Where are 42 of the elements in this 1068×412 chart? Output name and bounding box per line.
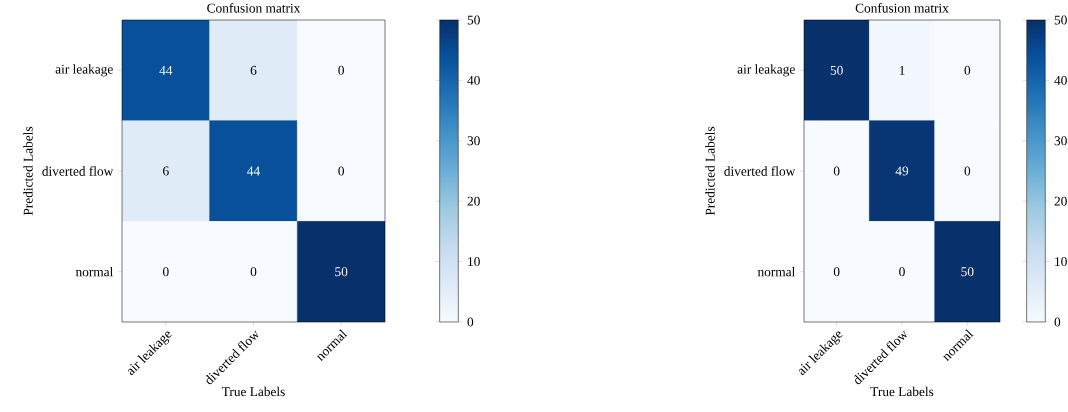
data-label: 0 (338, 65, 344, 75)
data-label: 1 (899, 65, 905, 75)
data-label: 0 (833, 267, 840, 277)
data-label: 6 (163, 166, 169, 176)
data-label: 44 (247, 166, 260, 176)
color-bar-label: 10 (468, 257, 480, 267)
color-bar-label: 10 (1055, 257, 1067, 267)
data-label: 0 (964, 65, 971, 75)
color-bar-label: 20 (467, 196, 480, 206)
color-bar-label: 40 (467, 75, 480, 85)
data-label: 0 (338, 166, 344, 176)
y-tick-label: normal (75, 266, 114, 277)
y-tick-label: air leakage (55, 64, 113, 77)
color-bar-label: 50 (1054, 15, 1067, 25)
color-bar-label: 20 (1054, 196, 1067, 206)
data-label: 0 (250, 267, 257, 277)
data-label: 49 (895, 166, 909, 176)
y-tick-label: diverted flow (724, 166, 796, 176)
color-bar-label: 40 (1054, 75, 1067, 85)
x-axis-title: True Labels (870, 386, 934, 397)
data-label: 0 (899, 267, 905, 277)
chart-title: Confusion matrix (207, 3, 301, 13)
data-label: 0 (833, 166, 840, 176)
y-axis-title: Predicted Labels (23, 126, 33, 216)
color-bar-label: 0 (467, 317, 474, 327)
data-label: 6 (250, 65, 257, 75)
data-label: 0 (964, 166, 971, 176)
chart-title: Confusion matrix (855, 3, 949, 13)
color-bar-label: 30 (467, 136, 480, 146)
data-label: 50 (830, 65, 843, 75)
y-tick-label: diverted flow (42, 166, 114, 176)
data-label: 44 (159, 65, 173, 75)
color-bar-label: 30 (1054, 136, 1067, 146)
y-tick-label: air leakage (737, 64, 795, 77)
data-label: 50 (961, 267, 974, 277)
color-bar-label: 0 (1054, 317, 1061, 327)
color-bar-label: 50 (467, 15, 480, 25)
y-tick-label: normal (757, 266, 796, 277)
data-label: 0 (163, 267, 169, 277)
y-axis-title: Predicted Labels (705, 126, 715, 216)
data-label: 50 (335, 267, 348, 277)
x-axis-title: True Labels (221, 386, 285, 397)
